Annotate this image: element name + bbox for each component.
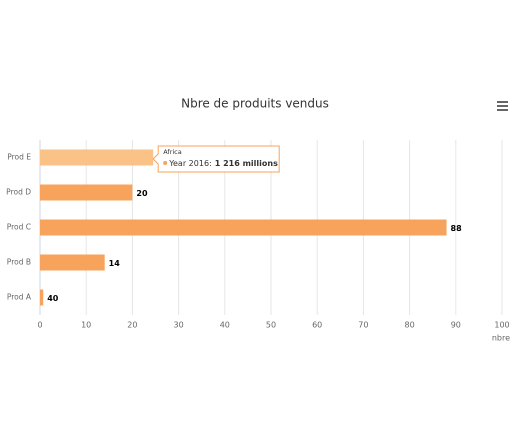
bar [40, 254, 105, 271]
x-axis-title: nbre [492, 334, 510, 343]
tooltip-header: Africa [163, 148, 182, 156]
x-tick-label: 70 [358, 321, 368, 330]
data-label: 20 [136, 189, 148, 198]
data-label: 88 [451, 224, 463, 233]
bar [40, 149, 154, 166]
tooltip-line: Year 2016: 1 216 millions [168, 159, 278, 168]
menu-button[interactable] [497, 101, 508, 111]
x-tick-label: 40 [220, 321, 230, 330]
tooltip: Africa Year 2016: 1 216 millions [152, 145, 280, 173]
x-tick-label: 10 [81, 321, 91, 330]
menu-line [497, 101, 508, 103]
x-tick-label: 20 [127, 321, 137, 330]
annotation: 40 [47, 294, 59, 303]
x-tick-label: 80 [405, 321, 415, 330]
y-tick-label: Prod D [6, 188, 31, 197]
data-label: 14 [109, 259, 121, 268]
y-tick-label: Prod C [7, 223, 31, 232]
x-tick-label: 90 [451, 321, 461, 330]
bar [40, 289, 44, 306]
x-tick-label: 50 [266, 321, 276, 330]
y-tick-label: Prod E [7, 153, 31, 162]
tooltip-series: Year 2016: [168, 159, 212, 168]
tooltip-marker [163, 161, 168, 165]
chart-title: Nbre de produits vendus [181, 97, 329, 111]
x-tick-label: 30 [174, 321, 184, 330]
y-tick-label: Prod B [7, 258, 31, 267]
x-tick-label: 100 [494, 321, 509, 330]
x-tick-label: 60 [312, 321, 322, 330]
bar [40, 184, 133, 201]
tooltip-box [152, 145, 280, 173]
y-tick-label: Prod A [7, 293, 32, 302]
x-tick-label: 0 [37, 321, 42, 330]
menu-line [497, 109, 508, 111]
bar [40, 219, 447, 236]
tooltip-value: 1 216 millions [215, 159, 278, 168]
menu-line [497, 105, 508, 107]
